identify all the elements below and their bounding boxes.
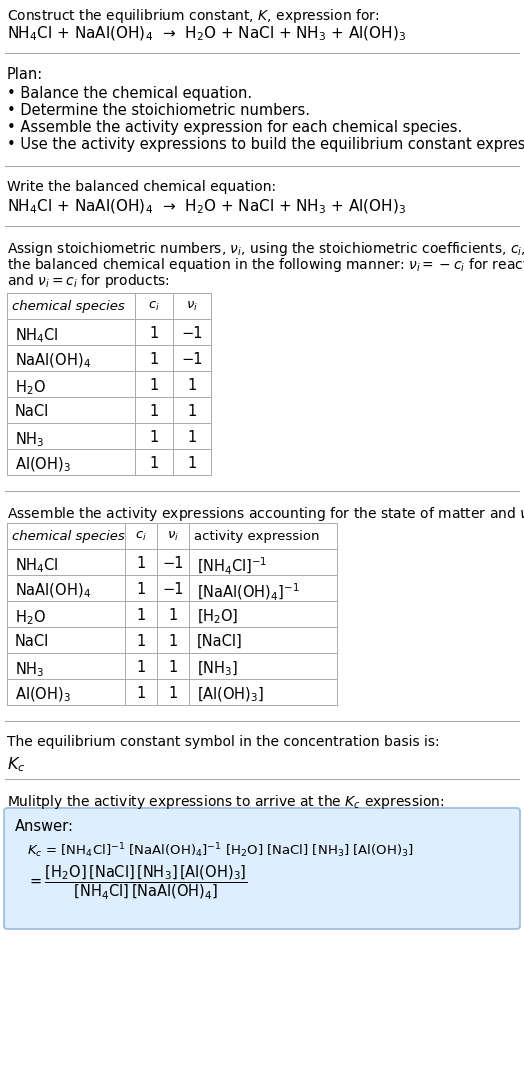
Text: H$_2$O: H$_2$O (15, 378, 46, 397)
Text: 1: 1 (149, 456, 159, 471)
Text: Al(OH)$_3$: Al(OH)$_3$ (15, 456, 71, 474)
Text: 1: 1 (149, 404, 159, 419)
Text: • Determine the stoichiometric numbers.: • Determine the stoichiometric numbers. (7, 103, 310, 118)
Text: 1: 1 (136, 634, 146, 649)
Text: 1: 1 (168, 608, 178, 623)
Text: 1: 1 (149, 378, 159, 393)
Text: chemical species: chemical species (12, 529, 125, 542)
Text: [H$_2$O]: [H$_2$O] (197, 608, 238, 626)
Text: NaAl(OH)$_4$: NaAl(OH)$_4$ (15, 582, 91, 600)
Text: −1: −1 (181, 326, 203, 341)
Text: 1: 1 (188, 378, 196, 393)
Text: 1: 1 (136, 660, 146, 675)
Text: NH$_3$: NH$_3$ (15, 430, 44, 449)
Text: chemical species: chemical species (12, 299, 125, 312)
Text: NaCl: NaCl (15, 404, 49, 419)
Text: • Assemble the activity expression for each chemical species.: • Assemble the activity expression for e… (7, 120, 462, 135)
Text: 1: 1 (136, 556, 146, 571)
Text: Assign stoichiometric numbers, $\nu_i$, using the stoichiometric coefficients, $: Assign stoichiometric numbers, $\nu_i$, … (7, 240, 524, 258)
Text: $\nu_i$: $\nu_i$ (186, 299, 198, 314)
Text: $\nu_i$: $\nu_i$ (167, 529, 179, 544)
Text: Answer:: Answer: (15, 819, 74, 834)
Text: NH$_3$: NH$_3$ (15, 660, 44, 679)
Text: • Balance the chemical equation.: • Balance the chemical equation. (7, 86, 252, 101)
FancyBboxPatch shape (4, 808, 520, 929)
Text: 1: 1 (168, 660, 178, 675)
Text: H$_2$O: H$_2$O (15, 608, 46, 627)
Text: Mulitply the activity expressions to arrive at the $K_c$ expression:: Mulitply the activity expressions to arr… (7, 793, 444, 810)
Text: [NH$_4$Cl]$^{-1}$: [NH$_4$Cl]$^{-1}$ (197, 556, 267, 577)
Text: NH$_4$Cl + NaAl(OH)$_4$  →  H$_2$O + NaCl + NH$_3$ + Al(OH)$_3$: NH$_4$Cl + NaAl(OH)$_4$ → H$_2$O + NaCl … (7, 25, 406, 43)
Text: $K_c$: $K_c$ (7, 755, 26, 774)
Text: 1: 1 (188, 430, 196, 445)
Text: Al(OH)$_3$: Al(OH)$_3$ (15, 686, 71, 704)
Text: [NaAl(OH)$_4$]$^{-1}$: [NaAl(OH)$_4$]$^{-1}$ (197, 582, 300, 603)
Text: Plan:: Plan: (7, 67, 43, 82)
Text: Write the balanced chemical equation:: Write the balanced chemical equation: (7, 180, 276, 194)
Text: NH$_4$Cl: NH$_4$Cl (15, 326, 59, 345)
Text: Construct the equilibrium constant, $K$, expression for:: Construct the equilibrium constant, $K$,… (7, 7, 379, 25)
Text: 1: 1 (149, 430, 159, 445)
Text: 1: 1 (136, 686, 146, 701)
Text: NH$_4$Cl + NaAl(OH)$_4$  →  H$_2$O + NaCl + NH$_3$ + Al(OH)$_3$: NH$_4$Cl + NaAl(OH)$_4$ → H$_2$O + NaCl … (7, 197, 406, 216)
Text: Assemble the activity expressions accounting for the state of matter and $\nu_i$: Assemble the activity expressions accoun… (7, 505, 524, 523)
Text: $K_c$ = $[\mathrm{NH_4Cl}]^{-1}$ $[\mathrm{NaAl(OH)_4}]^{-1}$ $[\mathrm{H_2O}]$ : $K_c$ = $[\mathrm{NH_4Cl}]^{-1}$ $[\math… (27, 841, 414, 859)
Text: NaAl(OH)$_4$: NaAl(OH)$_4$ (15, 352, 91, 370)
Text: −1: −1 (181, 352, 203, 367)
Text: • Use the activity expressions to build the equilibrium constant expression.: • Use the activity expressions to build … (7, 137, 524, 152)
Text: 1: 1 (168, 686, 178, 701)
Text: 1: 1 (168, 634, 178, 649)
Text: [NH$_3$]: [NH$_3$] (197, 660, 238, 678)
Text: activity expression: activity expression (194, 529, 320, 542)
Text: [NaCl]: [NaCl] (197, 634, 243, 649)
Text: 1: 1 (136, 582, 146, 597)
Text: $c_i$: $c_i$ (148, 299, 160, 314)
Text: and $\nu_i = c_i$ for products:: and $\nu_i = c_i$ for products: (7, 272, 170, 290)
Text: −1: −1 (162, 582, 184, 597)
Text: 1: 1 (188, 404, 196, 419)
Text: 1: 1 (136, 608, 146, 623)
Text: NH$_4$Cl: NH$_4$Cl (15, 556, 59, 575)
Text: The equilibrium constant symbol in the concentration basis is:: The equilibrium constant symbol in the c… (7, 735, 440, 749)
Text: $= \dfrac{[\mathrm{H_2O}]\,[\mathrm{NaCl}]\,[\mathrm{NH_3}]\,[\mathrm{Al(OH)_3}]: $= \dfrac{[\mathrm{H_2O}]\,[\mathrm{NaCl… (27, 863, 248, 901)
Text: 1: 1 (149, 326, 159, 341)
Text: $c_i$: $c_i$ (135, 529, 147, 544)
Text: the balanced chemical equation in the following manner: $\nu_i = -c_i$ for react: the balanced chemical equation in the fo… (7, 256, 524, 275)
Text: NaCl: NaCl (15, 634, 49, 649)
Text: −1: −1 (162, 556, 184, 571)
Text: 1: 1 (149, 352, 159, 367)
Text: [Al(OH)$_3$]: [Al(OH)$_3$] (197, 686, 264, 704)
Text: 1: 1 (188, 456, 196, 471)
